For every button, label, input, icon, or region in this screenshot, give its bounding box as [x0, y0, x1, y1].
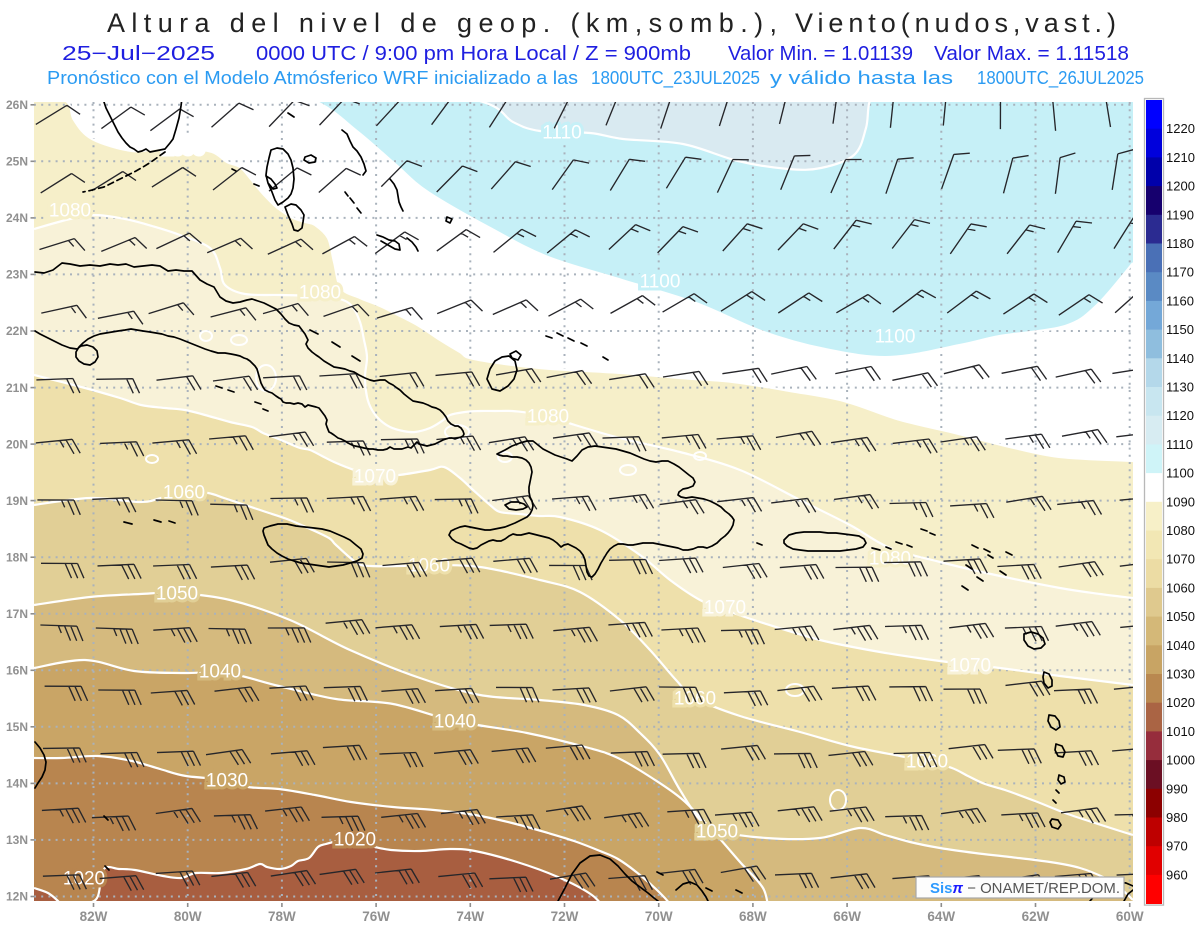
svg-text:23N: 23N	[6, 268, 28, 282]
svg-text:1070: 1070	[949, 656, 991, 677]
svg-text:20N: 20N	[6, 437, 28, 451]
svg-text:1100: 1100	[1166, 466, 1194, 481]
svg-text:74W: 74W	[456, 909, 484, 924]
svg-text:1100: 1100	[640, 272, 681, 293]
svg-text:68W: 68W	[739, 909, 767, 924]
svg-text:1040: 1040	[434, 712, 476, 733]
svg-text:26N: 26N	[6, 98, 28, 112]
svg-text:1030: 1030	[206, 771, 248, 792]
svg-text:1060: 1060	[408, 556, 450, 577]
svg-text:1220: 1220	[1166, 121, 1195, 136]
svg-text:1800UTC_26JUL2025: 1800UTC_26JUL2025	[977, 68, 1144, 89]
svg-text:1060: 1060	[163, 483, 205, 504]
svg-text:1080: 1080	[1166, 523, 1195, 538]
svg-text:66W: 66W	[833, 909, 861, 924]
svg-text:14N: 14N	[6, 777, 28, 791]
svg-text:1110: 1110	[1166, 437, 1193, 452]
svg-text:Pronóstico con el Modelo Atmós: Pronóstico con el Modelo Atmósferico WRF…	[47, 68, 578, 88]
svg-text:1150: 1150	[1166, 322, 1194, 337]
svg-text:1120: 1120	[1166, 408, 1194, 423]
svg-text:960: 960	[1166, 867, 1188, 882]
svg-text:Valor Min. = 1.01139: Valor Min. = 1.01139	[728, 43, 913, 65]
svg-text:1100: 1100	[875, 327, 916, 348]
svg-text:1800UTC_23JUL2025: 1800UTC_23JUL2025	[591, 68, 760, 89]
svg-text:1060: 1060	[1166, 580, 1195, 595]
svg-text:1080: 1080	[49, 201, 91, 222]
svg-text:1020: 1020	[334, 830, 376, 851]
svg-text:990: 990	[1166, 781, 1188, 796]
svg-text:1200: 1200	[1166, 179, 1195, 194]
svg-text:1070: 1070	[1166, 552, 1195, 567]
svg-text:1040: 1040	[1166, 638, 1195, 653]
svg-text:1070: 1070	[354, 467, 396, 488]
svg-text:1050: 1050	[696, 822, 738, 843]
svg-text:1050: 1050	[156, 584, 198, 605]
svg-text:72W: 72W	[551, 909, 579, 924]
svg-text:1180: 1180	[1166, 236, 1194, 251]
svg-text:1090: 1090	[162, 138, 204, 159]
svg-text:1030: 1030	[1166, 667, 1195, 682]
svg-text:1130: 1130	[1166, 380, 1194, 395]
svg-text:1040: 1040	[199, 662, 241, 683]
svg-text:1110: 1110	[542, 123, 581, 144]
svg-text:1000: 1000	[1166, 753, 1195, 768]
svg-text:1050: 1050	[1166, 609, 1195, 624]
svg-text:24N: 24N	[6, 211, 28, 225]
svg-text:1020: 1020	[63, 869, 105, 890]
svg-text:82W: 82W	[80, 909, 108, 924]
svg-text:1160: 1160	[1166, 293, 1194, 308]
svg-text:1090: 1090	[1166, 494, 1195, 509]
svg-text:1020: 1020	[1166, 695, 1195, 710]
svg-text:17N: 17N	[6, 607, 28, 621]
svg-text:16N: 16N	[6, 664, 28, 678]
svg-text:18N: 18N	[6, 550, 28, 564]
svg-text:76W: 76W	[362, 909, 390, 924]
svg-text:1070: 1070	[704, 598, 746, 619]
svg-text:970: 970	[1166, 839, 1188, 854]
svg-text:y válido hasta las: y válido hasta las	[770, 68, 953, 88]
svg-text:1080: 1080	[869, 549, 911, 570]
svg-text:1080: 1080	[527, 407, 569, 428]
svg-text:0000 UTC / 9:00 pm Hora Local: 0000 UTC / 9:00 pm Hora Local / Z = 900m…	[256, 43, 691, 65]
svg-text:19N: 19N	[6, 494, 28, 508]
svg-text:Sisπ − ONAMET/REP.DOM.: Sisπ − ONAMET/REP.DOM.	[930, 880, 1120, 897]
svg-text:1060: 1060	[906, 752, 948, 773]
svg-text:22N: 22N	[6, 324, 28, 338]
svg-text:980: 980	[1166, 810, 1188, 825]
svg-text:25N: 25N	[6, 155, 28, 169]
svg-text:62W: 62W	[1022, 909, 1050, 924]
svg-text:1080: 1080	[299, 283, 341, 304]
svg-text:21N: 21N	[6, 381, 28, 395]
svg-text:25−Jul−2025: 25−Jul−2025	[62, 43, 215, 65]
svg-text:15N: 15N	[6, 720, 28, 734]
svg-text:64W: 64W	[927, 909, 955, 924]
svg-text:1140: 1140	[1166, 351, 1194, 366]
svg-text:13N: 13N	[6, 833, 28, 847]
svg-text:80W: 80W	[174, 909, 202, 924]
svg-text:1010: 1010	[1166, 724, 1195, 739]
svg-text:60W: 60W	[1116, 909, 1144, 924]
svg-text:1210: 1210	[1166, 150, 1195, 165]
svg-text:1190: 1190	[1166, 207, 1194, 222]
svg-text:70W: 70W	[645, 909, 673, 924]
svg-text:Valor Max. = 1.11518: Valor Max. = 1.11518	[934, 43, 1129, 65]
svg-text:1170: 1170	[1166, 265, 1194, 280]
svg-text:78W: 78W	[268, 909, 296, 924]
svg-text:Viento(nudos,vast.): Viento(nudos,vast.)	[795, 8, 1116, 38]
svg-text:12N: 12N	[6, 890, 28, 904]
